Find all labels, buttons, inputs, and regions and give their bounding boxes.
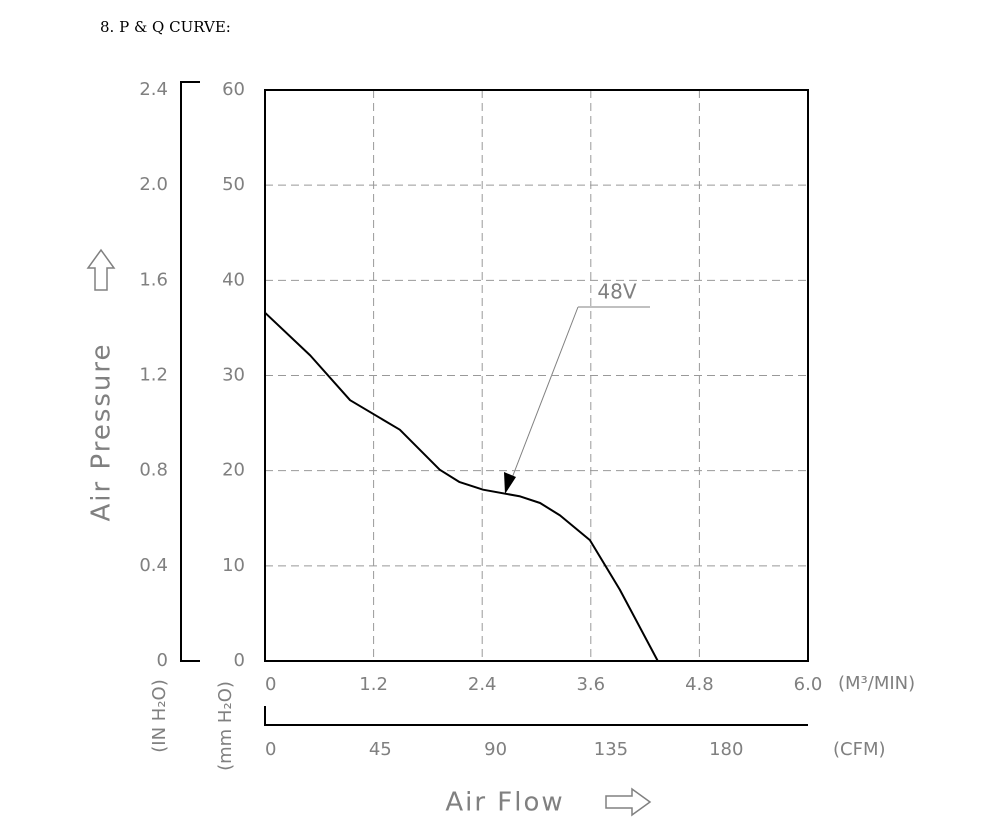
right-arrow-icon xyxy=(605,787,652,817)
chart-title: 8. P & Q CURVE: xyxy=(100,18,231,36)
y-tick-label: 10 xyxy=(222,555,245,576)
x-tick-label: 6.0 xyxy=(794,674,823,695)
x-tick-label: 0 xyxy=(265,674,276,695)
x-tick-label: 2.4 xyxy=(468,674,497,695)
up-arrow-icon xyxy=(86,248,116,291)
x2-tick-label: 180 xyxy=(709,739,743,760)
x2-tick-label: 90 xyxy=(484,739,507,760)
plot-frame xyxy=(264,89,809,662)
y2-tick-label: 0.4 xyxy=(139,555,168,576)
x2-tick-label: 135 xyxy=(594,739,628,760)
y2-axis-line xyxy=(180,81,200,662)
y-tick-label: 50 xyxy=(222,174,245,195)
x2-unit: (CFM) xyxy=(833,739,886,760)
y2-tick-label: 2.0 xyxy=(139,174,168,195)
annotation-leader xyxy=(511,306,579,479)
annotation-arrowhead xyxy=(504,472,516,494)
y2-tick-label: 2.4 xyxy=(139,79,168,100)
y-tick-label: 60 xyxy=(222,79,245,100)
x-tick-label: 3.6 xyxy=(576,674,605,695)
x2-tick-label: 0 xyxy=(265,739,276,760)
y-axis-label: Air Pressure xyxy=(87,343,117,522)
y2-tick-label: 0.8 xyxy=(139,460,168,481)
x2-tick-label: 45 xyxy=(369,739,392,760)
x-axis-label: Air Flow xyxy=(445,788,564,818)
y-tick-label: 0 xyxy=(234,650,245,671)
x-tick-label: 4.8 xyxy=(685,674,714,695)
y-unit: (mm H₂O) xyxy=(215,681,236,771)
y-tick-label: 30 xyxy=(222,365,245,386)
y-tick-label: 40 xyxy=(222,269,245,290)
annotation-label: 48V xyxy=(597,280,636,304)
curve xyxy=(264,311,659,662)
y2-tick-label: 0 xyxy=(157,650,168,671)
x-tick-label: 1.2 xyxy=(359,674,388,695)
x-unit: (M³/MIN) xyxy=(838,673,915,694)
y2-unit: (IN H₂O) xyxy=(149,679,170,752)
y2-tick-label: 1.2 xyxy=(139,365,168,386)
x2-axis-line xyxy=(264,706,808,726)
y-tick-label: 20 xyxy=(222,460,245,481)
y2-tick-label: 1.6 xyxy=(139,269,168,290)
